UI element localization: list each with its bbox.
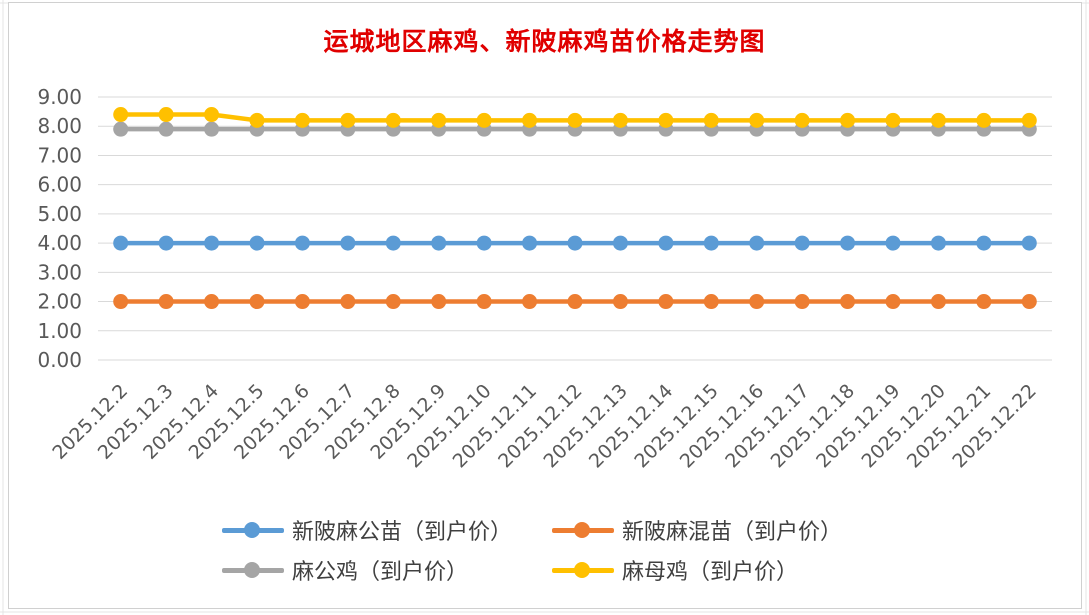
data-point [249,294,265,310]
chart-title: 运城地区麻鸡、新陂麻鸡苗价格走势图 [323,27,766,56]
y-tick-label: 2.00 [37,290,82,314]
data-point [840,294,856,310]
y-tick-label: 7.00 [37,143,82,167]
data-point [930,294,946,310]
data-point [158,107,174,123]
data-point [703,294,719,310]
data-point [749,112,765,128]
data-point [158,294,174,310]
data-point [476,235,492,251]
data-point [385,112,401,128]
data-point [885,294,901,310]
y-tick-label: 0.00 [37,348,82,372]
data-point [658,294,674,310]
data-point [976,235,992,251]
data-point [749,294,765,310]
data-point [1021,294,1037,310]
legend-label: 新陂麻混苗（到户价） [622,520,843,545]
data-point [612,235,628,251]
data-point [431,112,447,128]
chart-area[interactable] [8,2,1082,609]
y-tick-label: 9.00 [37,85,82,109]
data-point [522,112,538,128]
legend-label: 麻公鸡（到户价） [292,560,469,585]
data-point [158,121,174,137]
y-tick-label: 3.00 [37,260,82,284]
legend-marker-icon [222,522,284,538]
data-point [794,294,810,310]
data-point [340,235,356,251]
data-point [294,294,310,310]
legend-label: 新陂麻公苗（到户价） [292,520,513,545]
data-point [113,121,129,137]
data-point [476,112,492,128]
data-point [294,112,310,128]
data-point [204,235,220,251]
data-point [204,121,220,137]
legend-item-series-3[interactable]: 麻公鸡（到户价） [222,554,468,586]
data-point [703,112,719,128]
data-point [476,294,492,310]
data-point [612,112,628,128]
data-point [385,235,401,251]
data-point [158,235,174,251]
y-tick-label: 1.00 [37,319,82,343]
data-point [976,294,992,310]
data-point [113,294,129,310]
y-tick-label: 4.00 [37,231,82,255]
data-point [658,112,674,128]
y-tick-label: 8.00 [37,114,82,138]
data-point [204,107,220,123]
data-point [431,294,447,310]
data-point [113,235,129,251]
y-tick-label: 6.00 [37,173,82,197]
data-point [340,294,356,310]
y-axis-ticks: 0.00 1.00 2.00 3.00 4.00 5.00 6.00 7.00 8.00 9.00 [37,85,82,372]
legend-marker-icon [552,562,614,578]
data-point [113,107,129,123]
data-point [431,235,447,251]
series-1 [113,235,1037,251]
data-point [385,294,401,310]
data-point [1021,112,1037,128]
data-point [703,235,719,251]
data-point [249,235,265,251]
data-point [522,235,538,251]
data-point [930,112,946,128]
legend-item-series-1[interactable]: 新陂麻公苗（到户价） [222,514,512,546]
data-point [658,235,674,251]
data-point [885,112,901,128]
data-point [794,235,810,251]
series-2 [113,294,1037,310]
legend-label: 麻母鸡（到户价） [622,560,799,585]
data-point [249,112,265,128]
data-point [567,112,583,128]
data-point [522,294,538,310]
data-point [794,112,810,128]
data-point [976,112,992,128]
data-point [885,235,901,251]
data-point [840,112,856,128]
legend-item-series-4[interactable]: 麻母鸡（到户价） [552,554,798,586]
data-point [1021,235,1037,251]
legend-item-series-2[interactable]: 新陂麻混苗（到户价） [552,514,842,546]
x-axis-ticks: 2025.12.22025.12.32025.12.42025.12.52025… [48,380,1041,472]
data-point [930,235,946,251]
series-4 [113,107,1037,128]
data-point [749,235,765,251]
data-point [567,235,583,251]
legend: 新陂麻公苗（到户价） 新陂麻混苗（到户价） 麻公鸡（到户价） 麻母鸡（到户价） [0,510,1089,590]
data-point [340,112,356,128]
legend-marker-icon [552,522,614,538]
legend-marker-icon [222,562,284,578]
data-point [294,235,310,251]
data-point [840,235,856,251]
data-point [204,294,220,310]
data-point [567,294,583,310]
series-group [113,107,1037,310]
y-tick-label: 5.00 [37,202,82,226]
data-point [612,294,628,310]
